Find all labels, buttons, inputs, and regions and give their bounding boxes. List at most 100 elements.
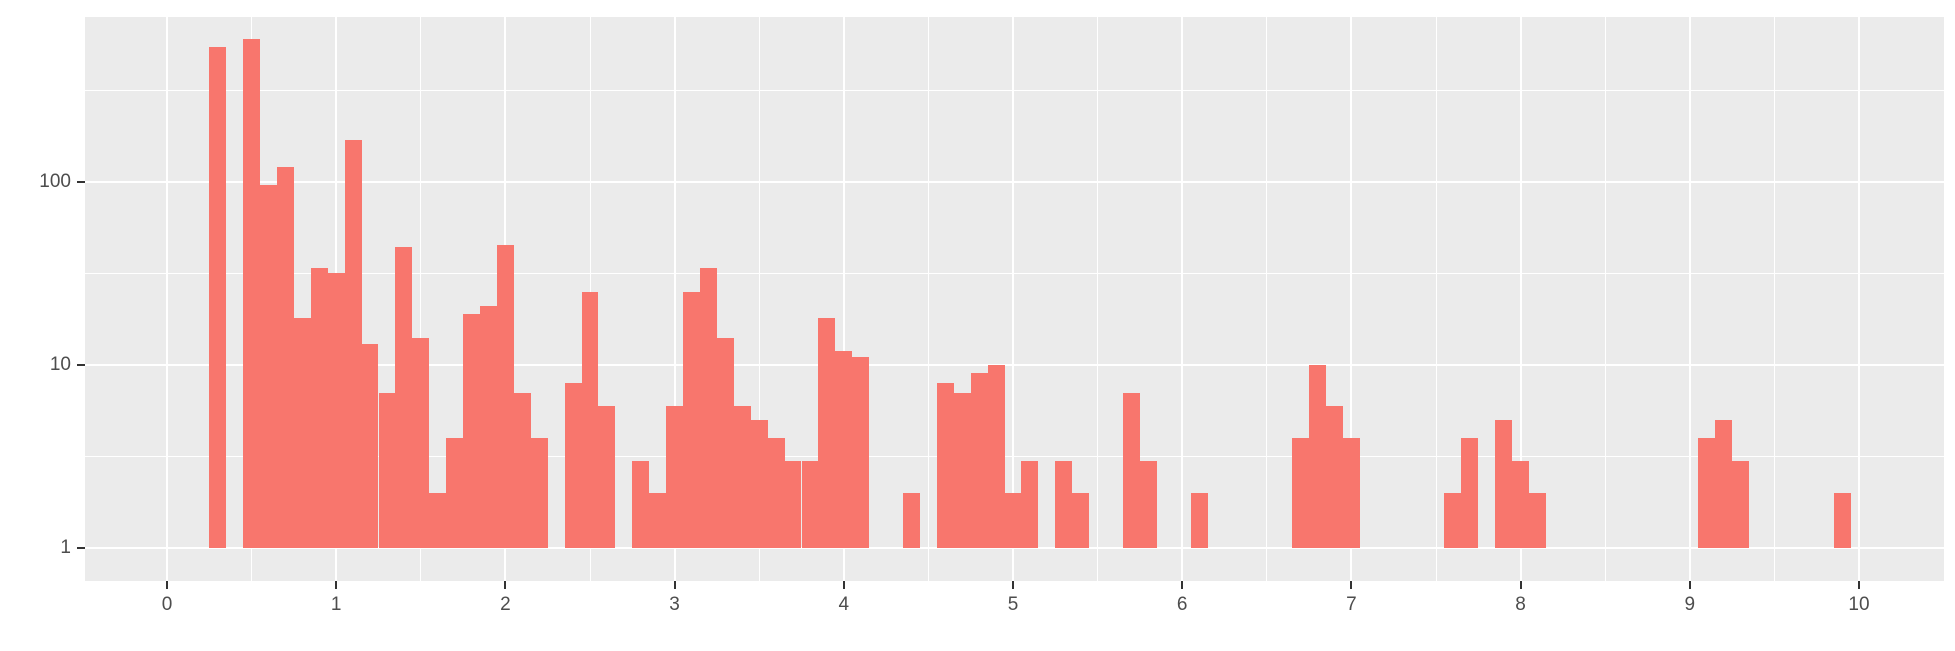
major-gridline-vertical — [1012, 17, 1014, 581]
histogram-bar — [513, 393, 531, 548]
histogram-bar — [480, 306, 497, 548]
histogram-bar — [1055, 460, 1073, 548]
histogram-bar — [310, 267, 328, 548]
histogram-bar — [716, 338, 734, 548]
histogram-bar — [429, 492, 447, 548]
histogram-bar — [1512, 460, 1530, 548]
major-gridline-vertical — [842, 17, 845, 581]
minor-gridline-vertical — [1266, 17, 1268, 581]
major-gridline-horizontal — [85, 364, 1944, 366]
histogram-bar — [412, 338, 430, 548]
histogram-bar — [209, 46, 227, 548]
histogram-bar — [767, 437, 785, 548]
histogram-bar — [987, 365, 1005, 548]
major-gridline-vertical — [1688, 17, 1691, 581]
histogram-bar — [750, 420, 768, 548]
y-tick-mark — [77, 181, 85, 183]
x-tick-label: 2 — [500, 594, 511, 615]
x-tick-label: 8 — [1515, 594, 1526, 615]
major-gridline-vertical — [673, 17, 676, 581]
x-tick-label: 9 — [1684, 594, 1696, 615]
x-tick-label: 10 — [1848, 594, 1870, 615]
y-tick-label: 1 — [60, 537, 71, 558]
x-tick-label: 4 — [838, 594, 850, 615]
histogram-bar — [1444, 492, 1462, 548]
histogram-bar — [699, 267, 717, 548]
x-tick-mark — [335, 581, 338, 589]
histogram-bar — [496, 245, 514, 548]
histogram-bar — [1326, 405, 1343, 548]
minor-gridline-horizontal — [85, 455, 1944, 457]
histogram-bar — [818, 318, 836, 548]
histogram-bar — [784, 460, 802, 548]
minor-gridline-vertical — [420, 17, 422, 581]
x-tick-mark — [673, 581, 676, 589]
histogram-bar — [1190, 492, 1208, 548]
x-tick-label: 6 — [1176, 594, 1188, 615]
x-tick-label: 1 — [330, 594, 342, 615]
histogram-bar — [632, 460, 650, 548]
major-gridline-horizontal — [85, 181, 1944, 183]
x-tick-label: 5 — [1007, 594, 1019, 615]
histogram-bar — [1529, 492, 1546, 548]
histogram-bar — [243, 38, 261, 548]
histogram-bar — [1072, 492, 1090, 548]
histogram-bar — [852, 357, 870, 548]
x-tick-label: 3 — [669, 594, 680, 615]
histogram-bar — [1698, 437, 1716, 548]
histogram-bar — [1495, 420, 1513, 548]
major-gridline-vertical — [1350, 17, 1353, 581]
histogram-bar — [581, 292, 599, 548]
histogram-bar — [953, 393, 971, 548]
histogram-bar — [293, 318, 311, 548]
histogram-bar — [1833, 492, 1851, 548]
histogram-bar — [446, 437, 464, 548]
histogram-bar — [1461, 437, 1479, 548]
histogram-bar — [463, 313, 480, 548]
minor-gridline-horizontal — [85, 272, 1944, 274]
minor-gridline-vertical — [1773, 17, 1775, 581]
x-tick-mark — [1181, 581, 1184, 589]
histogram-bar — [903, 492, 920, 548]
histogram-bar — [1309, 365, 1326, 548]
histogram-bar — [835, 350, 853, 548]
major-gridline-vertical — [1858, 17, 1860, 581]
histogram-bar — [361, 344, 379, 548]
minor-gridline-vertical — [927, 17, 929, 581]
y-tick-label: 10 — [49, 354, 71, 375]
y-tick-mark — [77, 547, 85, 549]
minor-gridline-vertical — [1097, 17, 1099, 581]
major-gridline-vertical — [1181, 17, 1184, 581]
x-tick-label: 0 — [161, 594, 173, 615]
histogram-bar — [598, 405, 616, 548]
plot-panel — [85, 17, 1944, 581]
histogram-bar — [1715, 420, 1733, 548]
x-tick-mark — [1688, 581, 1691, 589]
histogram-bar — [936, 382, 954, 548]
histogram-bar — [1342, 437, 1360, 548]
histogram-bar — [1732, 460, 1749, 548]
major-gridline-vertical — [166, 17, 168, 581]
minor-gridline-vertical — [1435, 17, 1437, 581]
histogram-bar — [260, 185, 277, 548]
x-tick-mark — [504, 581, 507, 589]
x-tick-mark — [166, 581, 168, 589]
x-tick-mark — [1519, 581, 1522, 589]
histogram-bar — [344, 139, 362, 548]
histogram-bar — [1021, 460, 1039, 548]
y-tick-label: 100 — [39, 171, 71, 192]
x-tick-mark — [1350, 581, 1353, 589]
histogram-bar — [327, 272, 345, 548]
major-gridline-vertical — [1519, 17, 1522, 581]
histogram-bar — [666, 405, 684, 548]
histogram-bar — [276, 166, 294, 548]
histogram-bar — [970, 373, 988, 548]
histogram-bar — [1122, 393, 1140, 548]
histogram-bar — [530, 437, 548, 548]
histogram-bar — [801, 460, 819, 548]
minor-gridline-vertical — [1604, 17, 1606, 581]
histogram-bar — [395, 247, 413, 548]
x-tick-mark — [1012, 581, 1014, 589]
x-tick-mark — [842, 581, 845, 589]
